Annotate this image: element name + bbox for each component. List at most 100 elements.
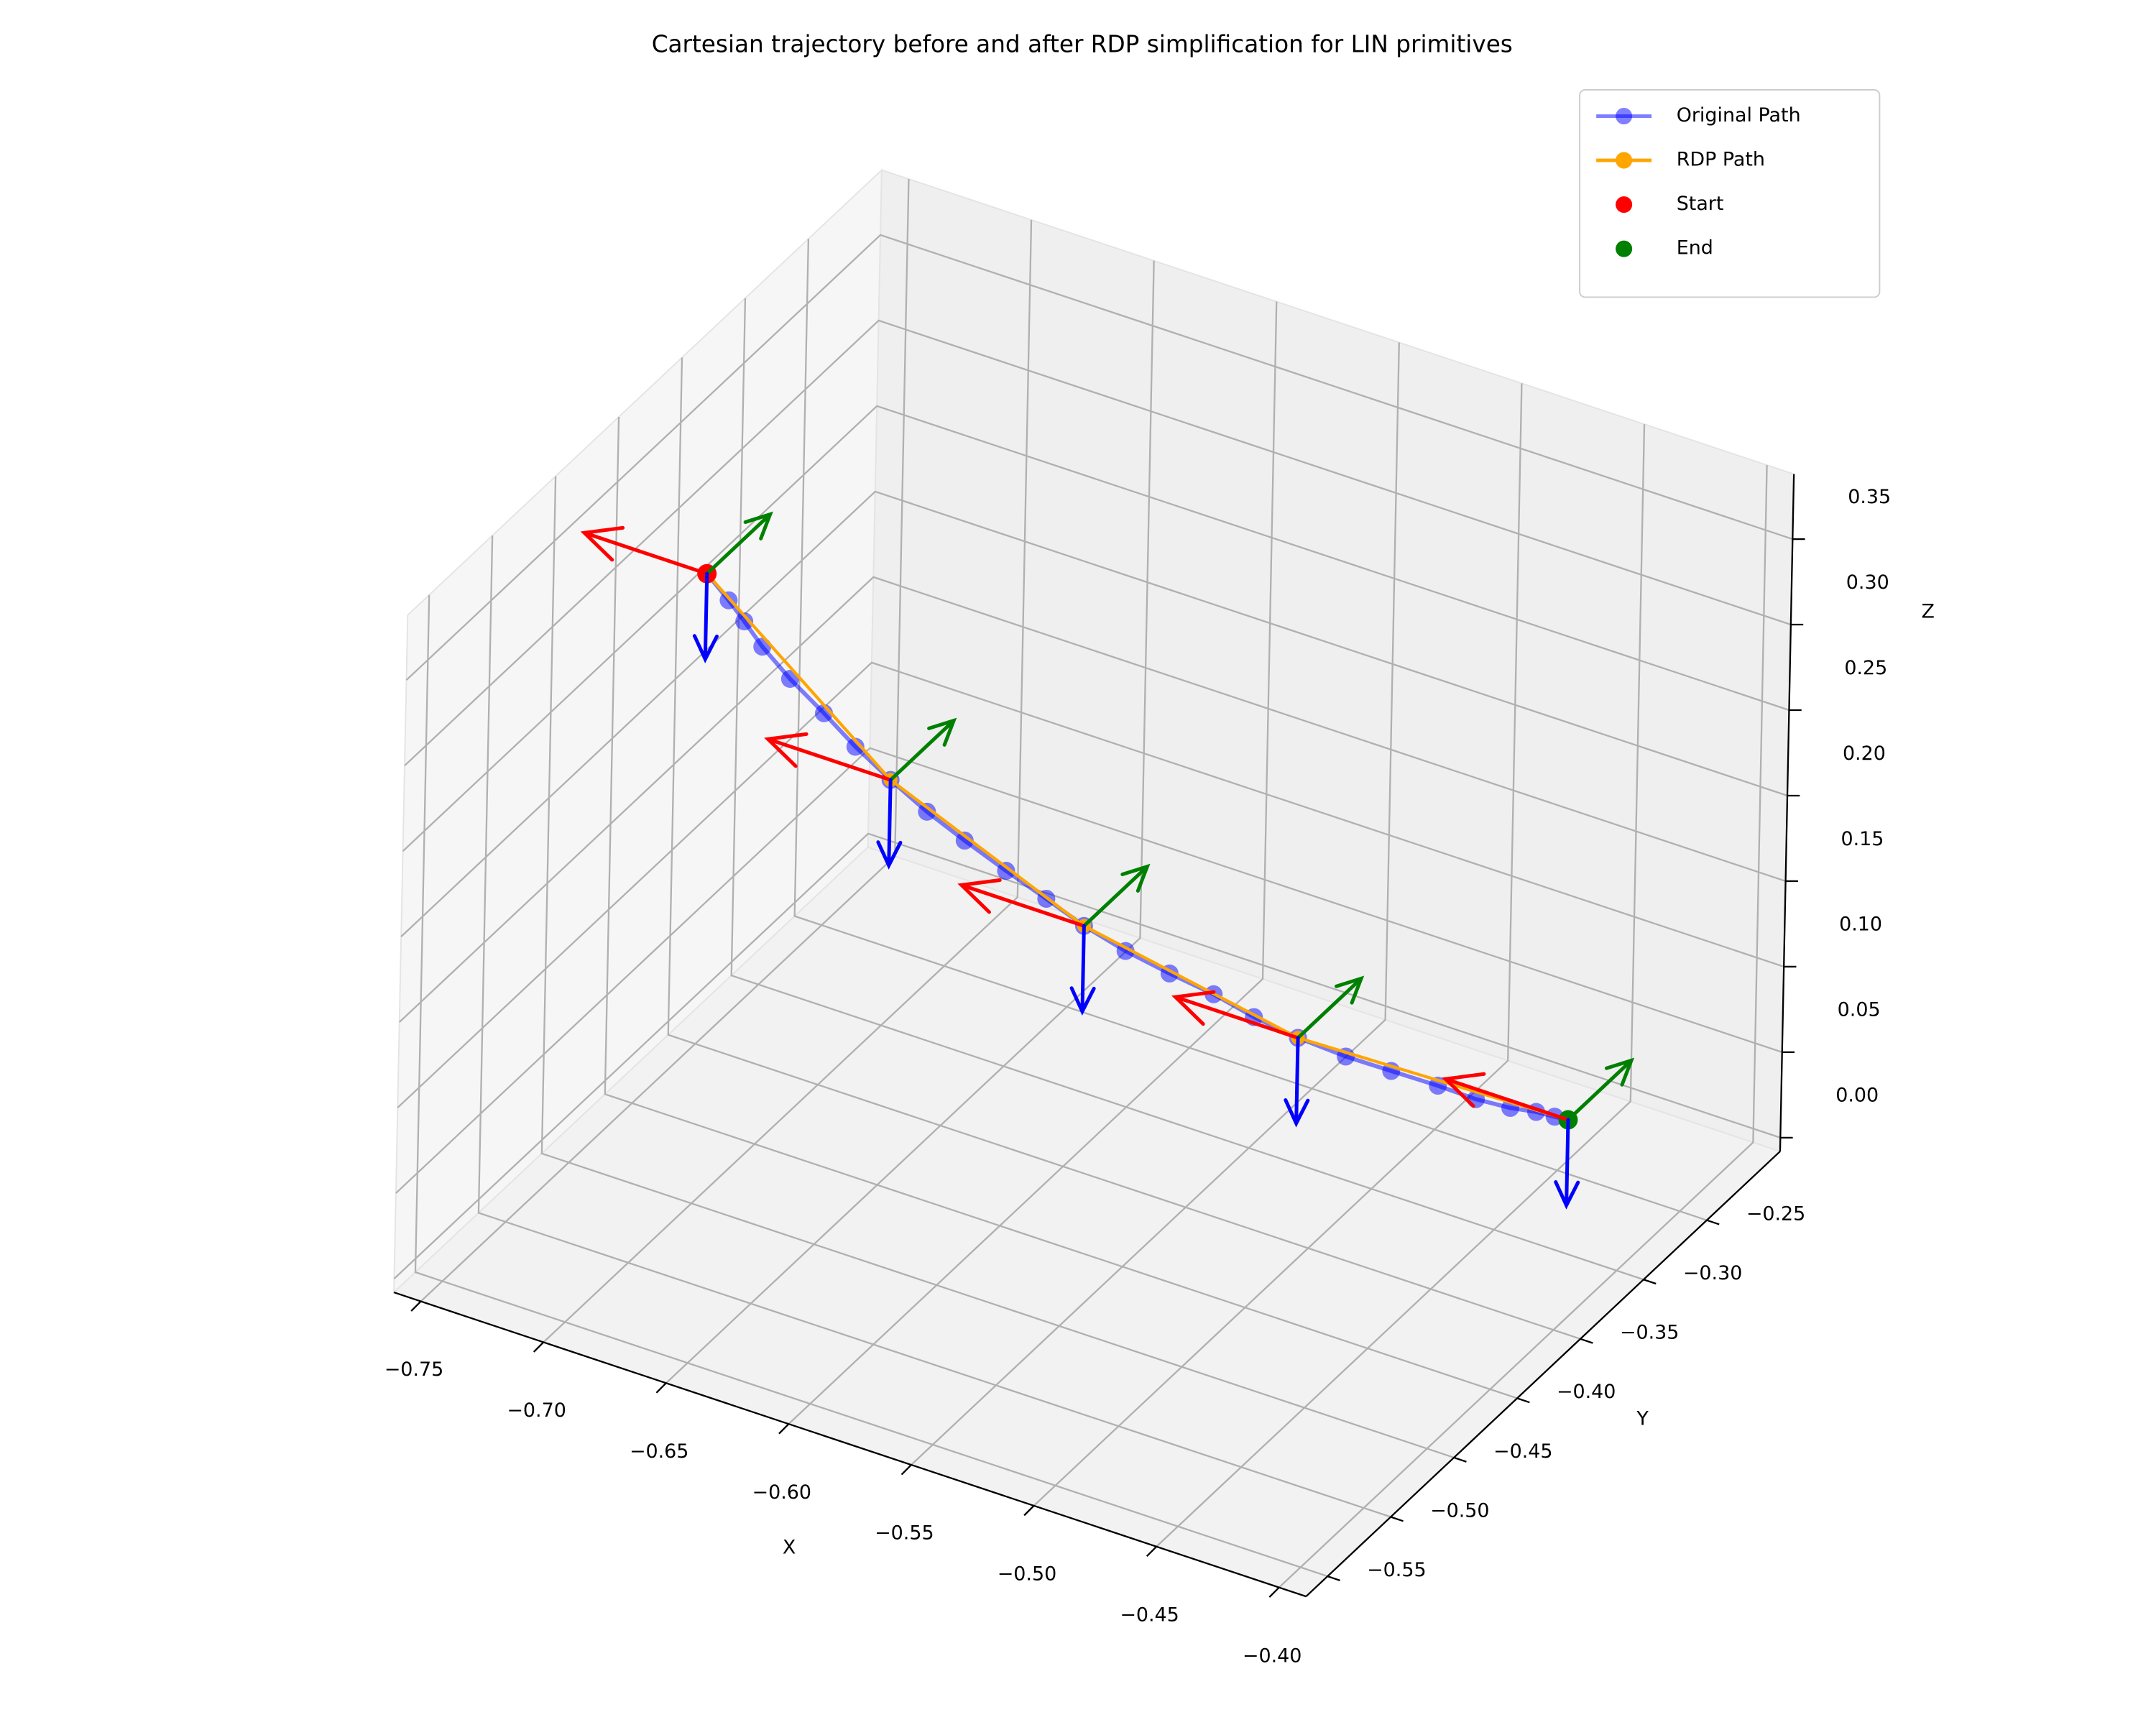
x-tick-label: −0.40 (1243, 1644, 1302, 1667)
x-tick-label: −0.50 (998, 1563, 1056, 1586)
x-tick-label: −0.65 (630, 1440, 688, 1463)
z-tick-label: 0.30 (1846, 571, 1889, 594)
path-point (918, 802, 936, 821)
frame-arrow (692, 571, 719, 663)
x-tick-label: −0.55 (875, 1522, 934, 1545)
z-tick-label: 0.35 (1848, 486, 1891, 508)
grid-line (414, 594, 1328, 1578)
x-tick (1146, 1545, 1157, 1558)
z-tick-label: 0.00 (1835, 1085, 1879, 1107)
y-tick (1516, 1397, 1530, 1404)
x-tick (1023, 1505, 1035, 1517)
path-point (955, 832, 974, 850)
y-axis-label: Y (1636, 1408, 1649, 1430)
grid-line (402, 405, 1789, 852)
y-tick (1390, 1516, 1404, 1522)
x-axis-label: X (783, 1536, 796, 1558)
y-tick-label: −0.40 (1557, 1381, 1616, 1403)
frame-arrow (580, 525, 709, 576)
grid-line (397, 661, 1784, 1108)
frame-arrow (1171, 990, 1300, 1040)
frame-arrow (1284, 1036, 1310, 1128)
legend-marker (1616, 152, 1633, 169)
grid-line (404, 319, 1792, 767)
grid-line (793, 239, 1708, 1221)
grid-line (540, 476, 1455, 1459)
frame-arrow (1554, 1118, 1580, 1210)
x-tick (778, 1423, 790, 1435)
z-axis-label: Z (1921, 600, 1934, 622)
grid-line (665, 260, 1155, 1384)
frame-arrow (1566, 1057, 1635, 1122)
grid-line (788, 301, 1278, 1425)
grid-line (405, 234, 1793, 681)
grid-line (1278, 465, 1768, 1588)
x-tick-label: −0.70 (507, 1399, 566, 1422)
y-tick-label: −0.45 (1493, 1440, 1552, 1463)
frame-arrow (1069, 924, 1096, 1016)
legend-marker (1616, 240, 1633, 257)
grid-line (543, 219, 1033, 1343)
x-tick (1268, 1586, 1280, 1598)
grid-line (477, 535, 1391, 1518)
frame-arrow (1296, 975, 1365, 1040)
y-tick (1706, 1219, 1720, 1225)
frame-arrow (1441, 1072, 1570, 1122)
axis-line (393, 1291, 1307, 1598)
frame-arrow (764, 732, 893, 782)
frame-arrow (957, 878, 1086, 928)
y-tick-label: −0.30 (1683, 1262, 1742, 1284)
y-tick (1453, 1456, 1467, 1463)
path-point (753, 638, 772, 656)
y-tick (1580, 1338, 1593, 1344)
legend-marker (1616, 108, 1633, 125)
y-tick (1327, 1575, 1340, 1581)
grid-line (730, 298, 1644, 1281)
grid-line (395, 747, 1783, 1194)
y-tick-label: −0.50 (1430, 1499, 1489, 1522)
frame-arrow (705, 511, 773, 576)
legend-label: End (1677, 237, 1713, 259)
path-point (735, 612, 754, 631)
y-tick-label: −0.35 (1620, 1322, 1679, 1344)
x-tick-label: −0.45 (1120, 1604, 1179, 1626)
path-point (846, 737, 865, 756)
x-tick (533, 1341, 545, 1353)
legend: Original Path RDP Path Start End (1579, 89, 1881, 298)
z-tick-label: 0.05 (1838, 999, 1881, 1021)
grid-line (398, 576, 1786, 1023)
legend-marker (1616, 196, 1633, 213)
grid-line (393, 832, 1781, 1279)
path-point (997, 862, 1015, 880)
grid-line (1033, 383, 1523, 1506)
frame-arrow (888, 717, 957, 782)
grid-line (1156, 424, 1646, 1547)
z-tick-label: 0.20 (1843, 742, 1886, 765)
grid-line (400, 490, 1788, 937)
grid-line (667, 357, 1581, 1340)
z-tick-label: 0.10 (1839, 914, 1882, 936)
x-tick (655, 1382, 667, 1394)
x-tick-label: −0.75 (384, 1358, 443, 1381)
grid-line (604, 416, 1518, 1399)
x-tick (900, 1464, 912, 1476)
legend-box (1579, 89, 1881, 298)
frame-arrow (876, 778, 903, 870)
axis-line (1305, 1151, 1781, 1597)
frame-arrow (1082, 863, 1151, 928)
x-tick (410, 1300, 422, 1312)
y-tick (1643, 1279, 1657, 1285)
y-tick-label: −0.55 (1367, 1559, 1426, 1581)
axis-line (1779, 474, 1795, 1151)
y-tick-label: −0.25 (1746, 1203, 1805, 1225)
chart-title: Cartesian trajectory before and after RD… (652, 30, 1513, 58)
z-tick-label: 0.15 (1841, 828, 1884, 850)
legend-label: Original Path (1677, 104, 1801, 126)
z-tick-label: 0.25 (1844, 657, 1887, 679)
x-tick-label: −0.60 (752, 1481, 811, 1504)
grid-line (911, 342, 1400, 1466)
legend-label: RDP Path (1677, 149, 1765, 171)
legend-label: Start (1677, 193, 1724, 215)
